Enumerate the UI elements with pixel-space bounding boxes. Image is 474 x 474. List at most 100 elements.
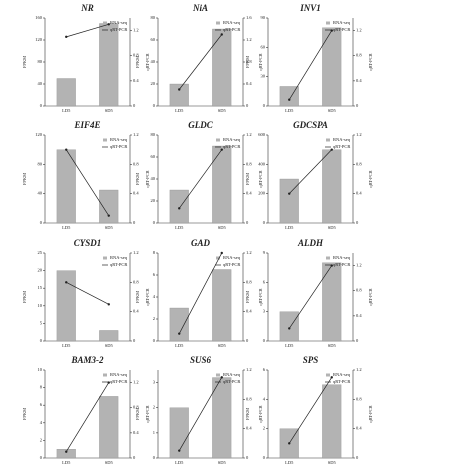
legend-swatch <box>103 256 107 260</box>
y2-tick-label: 0.8 <box>246 279 252 284</box>
legend-label: RNA-seq <box>223 372 241 377</box>
legend-swatch <box>326 373 330 377</box>
point <box>288 442 291 445</box>
y-tick-label: 2 <box>263 426 265 431</box>
y-tick-label: 10 <box>38 303 43 308</box>
y-axis-label: FPKM <box>22 56 27 68</box>
legend-label: RNA-seq <box>333 20 351 25</box>
y2-tick-label: 0.4 <box>133 430 139 435</box>
y-axis-label: FPKM <box>245 56 250 68</box>
y2-tick-label: 0 <box>246 220 249 225</box>
point <box>220 251 223 255</box>
y-tick-label: 80 <box>151 15 156 20</box>
y-tick-label: 0 <box>153 338 156 343</box>
bar <box>56 270 76 342</box>
y2-tick-label: 1.2 <box>133 250 139 255</box>
legend-label: RNA-seq <box>110 372 128 377</box>
x-tick-label: SD5 <box>328 460 337 465</box>
y2-tick-label: 0.4 <box>356 313 362 318</box>
bar <box>56 78 76 107</box>
x-tick-label: LD5 <box>62 460 71 465</box>
bar <box>212 28 232 107</box>
legend-swatch <box>216 256 220 260</box>
y-axis-label: FPKM <box>135 408 140 420</box>
y2-tick-label: 0.4 <box>356 426 362 431</box>
y-axis-label: FPKM <box>135 173 140 185</box>
legend-label: qRT-PCR <box>110 262 127 267</box>
y2-tick-label: 1.2 <box>246 367 252 372</box>
point <box>220 148 223 151</box>
legend-swatch <box>326 256 330 260</box>
point <box>288 192 291 195</box>
y-tick-label: 10 <box>38 367 43 372</box>
y-tick-label: 0 <box>153 103 156 108</box>
legend-label: qRT-PCR <box>110 379 127 384</box>
line <box>66 23 109 38</box>
y-tick-label: 90 <box>261 15 266 20</box>
x-tick-label: LD5 <box>62 108 71 113</box>
y2-axis-label: qRT-PCR <box>258 53 263 70</box>
x-tick-label: SD5 <box>328 343 337 348</box>
y2-tick-label: 0 <box>133 455 136 460</box>
y2-tick-label: 0 <box>246 338 249 343</box>
bar <box>56 449 76 459</box>
y2-tick-label: 0 <box>246 455 249 460</box>
line <box>178 377 223 451</box>
chart-title: INV1 <box>299 3 321 13</box>
y2-tick-label: 0.4 <box>133 78 139 83</box>
line <box>288 265 333 329</box>
y-tick-label: 0 <box>40 220 43 225</box>
y-tick-label: 3 <box>263 309 266 314</box>
point <box>107 381 110 384</box>
x-tick-label: SD5 <box>218 343 227 348</box>
x-tick-label: LD5 <box>175 225 184 230</box>
y-tick-label: 4 <box>263 396 266 401</box>
y-axis-label: FPKM <box>135 56 140 68</box>
point <box>330 264 333 267</box>
x-tick-label: LD5 <box>175 108 184 113</box>
y2-tick-label: 0.8 <box>133 53 139 58</box>
y2-axis-label: qRT-PCR <box>258 170 263 187</box>
x-tick-label: LD5 <box>285 343 294 348</box>
bar <box>212 377 232 459</box>
bar <box>99 23 119 107</box>
y2-axis-label: qRT-PCR <box>368 53 373 70</box>
bar <box>322 27 342 107</box>
x-tick-label: LD5 <box>62 343 71 348</box>
y2-axis-label: qRT-PCR <box>145 53 150 70</box>
y-tick-label: 2 <box>153 405 155 410</box>
x-tick-label: LD5 <box>175 343 184 348</box>
x-tick-label: SD5 <box>105 460 114 465</box>
y-tick-label: 2 <box>40 437 42 442</box>
y-tick-label: 0 <box>153 220 156 225</box>
point <box>330 29 333 32</box>
x-tick-label: LD5 <box>62 225 71 230</box>
point <box>330 148 333 151</box>
y-tick-label: 25 <box>38 250 43 255</box>
x-tick-label: SD5 <box>218 225 227 230</box>
line <box>178 34 223 90</box>
y2-tick-label: 0.8 <box>356 396 362 401</box>
line <box>65 382 110 452</box>
y2-tick-label: 1.2 <box>356 28 362 33</box>
point <box>65 35 68 39</box>
line <box>288 30 333 100</box>
y2-tick-label: 0.8 <box>246 396 252 401</box>
x-tick-label: LD5 <box>285 225 294 230</box>
y-tick-label: 60 <box>261 44 266 49</box>
y2-axis-label: qRT-PCR <box>368 288 373 305</box>
bar <box>169 83 189 107</box>
y2-tick-label: 0.8 <box>133 161 139 166</box>
point <box>330 376 333 379</box>
y-tick-label: 5 <box>40 320 43 325</box>
bar <box>322 262 342 342</box>
chart-title: EIF4E <box>73 120 100 130</box>
y2-tick-label: 1.2 <box>356 367 362 372</box>
y2-tick-label: 0 <box>246 103 249 108</box>
y2-tick-label: 0.4 <box>246 191 252 196</box>
legend-label: qRT-PCR <box>110 27 127 32</box>
bar <box>322 149 342 224</box>
legend-label: RNA-seq <box>223 137 241 142</box>
bar <box>56 149 76 224</box>
